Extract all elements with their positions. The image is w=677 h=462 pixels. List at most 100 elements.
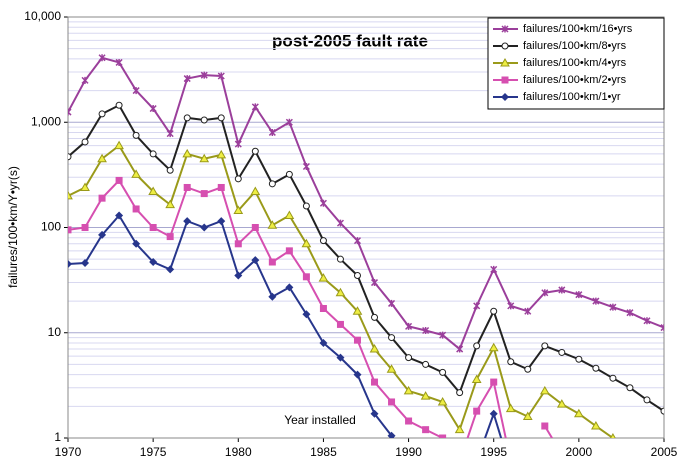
marker xyxy=(217,72,225,80)
marker xyxy=(524,365,532,373)
marker xyxy=(609,374,617,382)
marker xyxy=(575,355,583,363)
marker xyxy=(353,237,362,245)
marker xyxy=(626,447,634,454)
marker xyxy=(183,183,191,191)
marker xyxy=(524,307,532,315)
x-tick-label: 1980 xyxy=(225,445,252,459)
marker xyxy=(217,217,226,226)
marker xyxy=(319,199,327,207)
marker xyxy=(473,302,481,310)
marker xyxy=(405,354,413,362)
marker xyxy=(437,396,448,406)
y-tick-label: 100 xyxy=(41,220,61,234)
marker xyxy=(558,451,565,458)
marker xyxy=(234,240,242,248)
marker xyxy=(234,140,242,148)
marker xyxy=(387,431,396,438)
marker xyxy=(132,87,140,95)
marker xyxy=(318,273,329,282)
marker xyxy=(422,326,430,335)
marker xyxy=(302,273,310,281)
y-axis-label: failures/100•km/Y•yr(s) xyxy=(6,166,20,288)
marker xyxy=(456,389,464,397)
marker xyxy=(200,71,208,79)
marker xyxy=(285,118,293,126)
marker xyxy=(251,256,260,265)
marker xyxy=(370,409,379,418)
marker xyxy=(371,313,379,321)
marker xyxy=(386,364,397,373)
marker xyxy=(522,411,533,421)
marker xyxy=(217,114,225,122)
marker xyxy=(302,162,310,171)
marker xyxy=(370,279,379,287)
marker xyxy=(200,223,209,232)
marker xyxy=(183,217,192,226)
legend-label: failures/100•km/8•yrs xyxy=(523,40,627,52)
marker xyxy=(592,364,600,372)
marker xyxy=(98,230,107,239)
marker xyxy=(336,219,344,227)
marker xyxy=(501,42,509,50)
marker xyxy=(285,170,293,178)
marker xyxy=(643,317,651,325)
x-tick-label: 1970 xyxy=(55,445,82,459)
marker xyxy=(439,331,447,339)
marker xyxy=(471,374,482,383)
marker xyxy=(68,226,72,234)
marker xyxy=(501,76,509,84)
marker xyxy=(610,432,616,438)
marker xyxy=(591,420,601,430)
marker xyxy=(507,458,514,462)
marker xyxy=(233,205,244,215)
marker xyxy=(234,175,242,183)
marker xyxy=(489,409,498,418)
marker xyxy=(234,271,243,280)
marker xyxy=(609,303,617,311)
marker xyxy=(267,220,278,229)
marker xyxy=(319,338,328,347)
marker xyxy=(319,304,327,312)
marker xyxy=(353,370,362,379)
y-tick-label: 10 xyxy=(48,325,62,339)
marker xyxy=(541,342,549,350)
legend-label: failures/100•km/4•yrs xyxy=(523,57,627,69)
marker xyxy=(98,194,106,202)
marker xyxy=(541,422,549,430)
marker xyxy=(388,398,396,406)
marker xyxy=(626,384,634,392)
marker xyxy=(132,239,141,248)
x-tick-label: 2005 xyxy=(651,445,677,459)
marker xyxy=(166,130,174,138)
marker xyxy=(183,114,191,122)
marker xyxy=(575,291,583,299)
marker xyxy=(660,407,664,415)
marker xyxy=(285,283,294,292)
marker xyxy=(405,417,413,425)
marker xyxy=(285,247,293,255)
legend-label: failures/100•km/2•yrs xyxy=(523,74,627,86)
marker xyxy=(336,255,344,263)
marker xyxy=(182,148,193,158)
marker xyxy=(456,345,464,353)
marker xyxy=(149,258,158,267)
marker xyxy=(541,289,549,297)
x-tick-label: 1990 xyxy=(395,445,422,459)
marker xyxy=(166,265,175,274)
marker xyxy=(507,358,515,366)
marker xyxy=(388,334,396,342)
marker xyxy=(501,93,509,101)
marker xyxy=(268,258,276,266)
marker xyxy=(456,458,463,462)
marker xyxy=(81,224,89,231)
marker xyxy=(405,322,413,330)
marker xyxy=(81,138,89,146)
marker xyxy=(353,271,361,279)
marker xyxy=(251,224,259,231)
x-tick-label: 1975 xyxy=(140,445,167,459)
marker xyxy=(488,342,499,352)
marker xyxy=(166,166,174,174)
chart-title: post-2005 fault rate xyxy=(272,31,428,50)
y-tick-label: 1,000 xyxy=(31,114,61,128)
